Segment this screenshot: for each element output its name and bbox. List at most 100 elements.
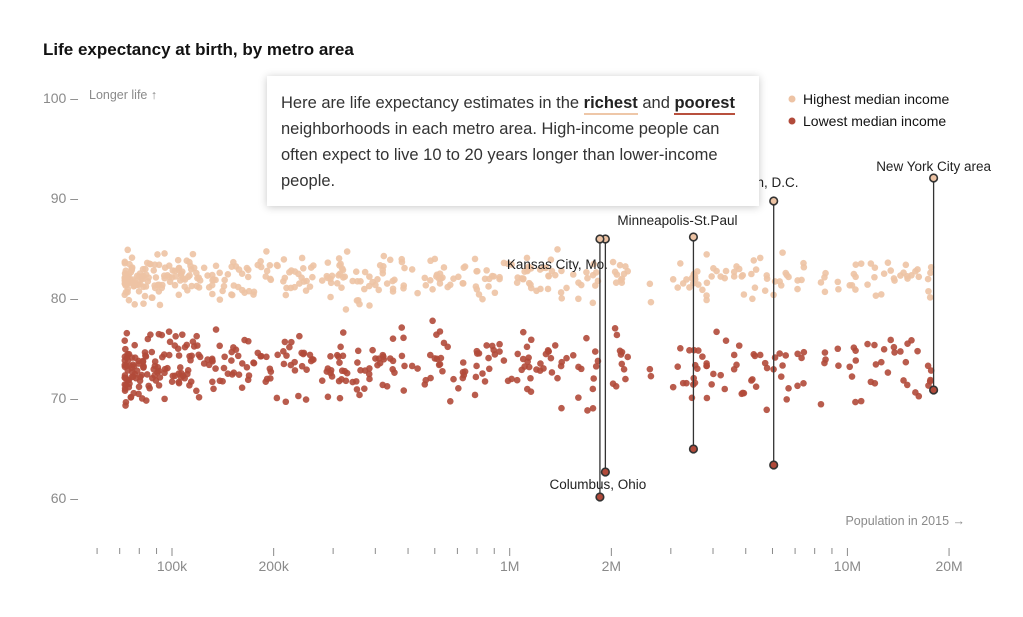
poor-point [281, 338, 289, 346]
poor-point [400, 387, 408, 394]
rich-point [286, 268, 293, 276]
rich-point [908, 271, 915, 279]
poor-point [548, 369, 556, 376]
rich-point [835, 285, 842, 293]
metro-label: Minneapolis-St.Paul [617, 213, 737, 228]
rich-point [589, 299, 597, 307]
rich-point [128, 254, 136, 261]
rich-point [460, 264, 468, 271]
rich-point [142, 265, 149, 273]
rich-point [817, 279, 825, 286]
rich-point [554, 246, 561, 253]
rich-point [527, 281, 534, 288]
x-axis: 100k 200k 1M 2M 10M 20M [96, 548, 963, 574]
poor-point [354, 347, 362, 355]
poor-point [927, 367, 935, 374]
callout-richest: richest [583, 94, 638, 115]
poor-point [128, 364, 136, 372]
poor-point [307, 357, 315, 365]
rich-point [343, 248, 351, 255]
rich-point [137, 281, 144, 288]
poor-point [372, 355, 379, 362]
rich-point [155, 261, 163, 269]
poor-point [496, 348, 503, 355]
poor-point [431, 355, 439, 362]
poor-point [374, 361, 381, 369]
highlight-poor-point [929, 385, 939, 395]
poor-point [401, 362, 408, 370]
rich-point [352, 268, 360, 275]
poor-point [756, 351, 764, 359]
rich-point [575, 279, 582, 286]
poor-point [878, 358, 885, 366]
rich-point [500, 259, 508, 267]
rich-point [124, 246, 132, 254]
rich-point [365, 282, 373, 290]
rich-point [193, 282, 200, 290]
poor-point [196, 353, 204, 361]
rich-point [872, 292, 880, 299]
rich-point [748, 270, 755, 278]
poor-point [514, 350, 522, 358]
rich-point [703, 279, 711, 287]
metro-label: New York City area [876, 159, 991, 174]
poor-point [122, 345, 129, 353]
poor-point [583, 334, 590, 342]
poor-point [369, 346, 376, 354]
poor-point [887, 336, 895, 344]
rich-point [141, 292, 149, 300]
rich-point [380, 252, 388, 260]
rich-point [479, 295, 486, 303]
rich-point [513, 279, 521, 286]
rich-point [154, 251, 161, 258]
poor-point [282, 398, 290, 406]
rich-point [677, 260, 684, 267]
poor-point [618, 360, 626, 368]
rich-point [230, 282, 238, 289]
callout-text-suffix: neighborhoods in each metro area. High-i… [281, 120, 720, 190]
rich-point [471, 255, 479, 263]
poor-point [365, 370, 373, 378]
rich-point [740, 291, 748, 298]
poor-point [496, 340, 503, 348]
rich-point [547, 256, 555, 263]
poor-point [195, 393, 203, 401]
poor-point [193, 387, 200, 395]
poor-point [694, 365, 701, 372]
rich-point [228, 291, 236, 299]
poor-point [121, 363, 129, 371]
highlight-rich-point [769, 196, 779, 206]
poor-point [483, 342, 490, 349]
rich-point [129, 276, 137, 283]
rich-point [925, 287, 932, 295]
poor-point [852, 357, 860, 364]
poor-point [444, 343, 451, 351]
poor-point [171, 342, 179, 349]
poor-point [563, 354, 570, 362]
poor-point [133, 367, 141, 375]
poor-point [175, 352, 183, 359]
poor-point [523, 343, 531, 351]
x-tick-label: 100k [157, 558, 188, 574]
rich-point [161, 264, 169, 271]
poor-point [473, 350, 481, 357]
poor-point [460, 371, 468, 379]
poor-point [776, 350, 783, 357]
rich-point [618, 279, 626, 286]
poor-point [848, 373, 856, 380]
poor-point [165, 328, 173, 335]
poor-point [738, 390, 746, 398]
poor-point [175, 378, 183, 386]
poor-point [335, 353, 342, 361]
rich-point [172, 273, 179, 280]
poor-point [179, 372, 187, 380]
poor-point [616, 347, 624, 355]
poor-point [569, 352, 577, 359]
rich-point [139, 275, 147, 283]
rich-point [436, 280, 444, 287]
rich-point [124, 288, 131, 296]
poor-point [439, 367, 446, 375]
legend-poor-swatch [788, 117, 796, 125]
rich-point [485, 275, 493, 283]
rich-point [366, 273, 373, 280]
